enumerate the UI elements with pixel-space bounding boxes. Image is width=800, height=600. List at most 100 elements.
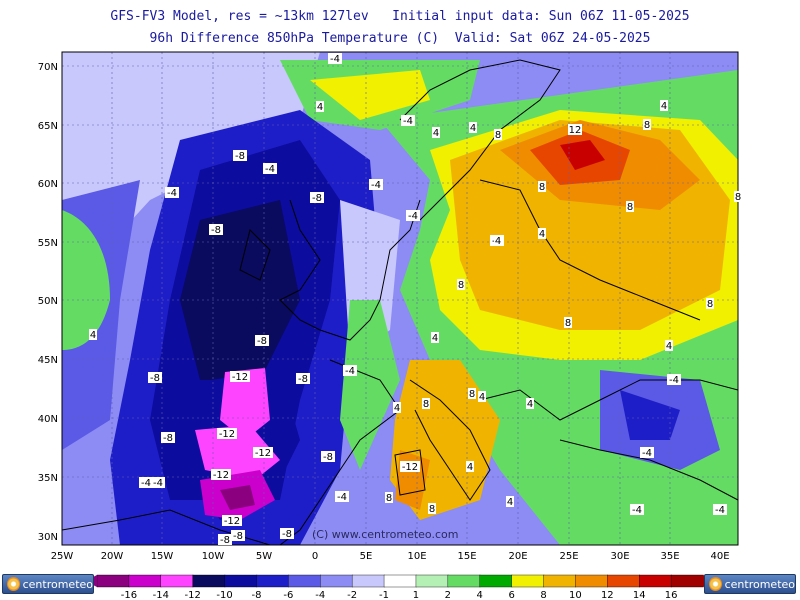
svg-text:4: 4 (394, 403, 400, 414)
contour-label: -4 (263, 163, 277, 175)
lon-label: 15E (457, 551, 476, 562)
contour-label: -4 (139, 477, 153, 489)
contour-label: 8 (468, 388, 476, 400)
contour-label: -4 (667, 374, 681, 386)
contour-label: -4 (401, 115, 415, 127)
contour-label: 4 (526, 398, 534, 410)
svg-text:4: 4 (479, 392, 485, 403)
svg-text:-4: -4 (632, 505, 642, 516)
svg-text:8: 8 (565, 318, 571, 329)
colorbar-label: -1 (379, 590, 389, 600)
colorbar-swatch (479, 574, 513, 588)
svg-text:-8: -8 (323, 452, 333, 463)
lon-label: 20W (101, 551, 124, 562)
contour-label: -8 (233, 150, 247, 162)
svg-text:8: 8 (627, 202, 633, 213)
colorbar-label: -6 (283, 590, 293, 600)
colorbar-swatch (128, 574, 162, 588)
contour-label: -8 (161, 432, 175, 444)
map-frame (61, 51, 739, 546)
lon-label: 30E (610, 551, 629, 562)
contour-label: -8 (310, 192, 324, 204)
colorbar-swatch (543, 574, 577, 588)
contour-label: -8 (321, 451, 335, 463)
contour-label: -8 (296, 373, 310, 385)
contour-label: 8 (706, 298, 714, 310)
lon-label: 0 (312, 551, 318, 562)
colorbar-label: 8 (540, 590, 546, 600)
lon-label: 10E (407, 551, 426, 562)
lon-label: 15W (151, 551, 174, 562)
lon-label: 10W (202, 551, 225, 562)
lon-label: 25W (51, 551, 74, 562)
contour-label: 8 (626, 201, 634, 213)
colorbar-label: -4 (315, 590, 325, 600)
colorbar-label: 1 (413, 590, 419, 600)
contour-label: -8 (231, 530, 245, 542)
contour-label: 4 (432, 127, 440, 139)
colorbar-label: 14 (633, 590, 646, 600)
svg-text:8: 8 (495, 130, 501, 141)
contour-label: -12 (253, 447, 273, 459)
colorbar-label: 6 (508, 590, 514, 600)
contour-label: 4 (494, 235, 502, 247)
svg-text:4: 4 (90, 330, 96, 341)
colorbar-swatch (224, 574, 258, 588)
svg-text:-8: -8 (220, 535, 230, 546)
svg-text:-8: -8 (163, 433, 173, 444)
centrometeo-logo-right[interactable]: centrometeo (704, 574, 796, 594)
svg-text:-4: -4 (167, 188, 177, 199)
colorbar-swatch (639, 574, 672, 588)
svg-text:4: 4 (507, 497, 513, 508)
colorbar-swatch (575, 574, 609, 588)
contour-label: -8 (209, 224, 223, 236)
svg-text:4: 4 (661, 101, 667, 112)
svg-text:8: 8 (469, 389, 475, 400)
colorbar-swatch (383, 574, 417, 588)
contour-label: 12 (568, 124, 582, 136)
svg-text:12: 12 (569, 125, 582, 136)
contour-label: -12 (217, 428, 237, 440)
contour-label: -4 (165, 187, 179, 199)
contour-label: -12 (222, 515, 242, 527)
contour-label: 8 (643, 119, 651, 131)
colorbar-swatch (96, 574, 130, 588)
colorbar-label: -10 (216, 590, 232, 600)
logo-text: centrometeo (724, 577, 795, 591)
svg-text:8: 8 (423, 399, 429, 410)
svg-text:-8: -8 (312, 193, 322, 204)
svg-text:-4: -4 (408, 211, 418, 222)
svg-text:-4: -4 (669, 375, 679, 386)
colorbar-label: 4 (477, 590, 483, 600)
contour-label: 4 (538, 228, 546, 240)
contour-label: 4 (431, 332, 439, 344)
contour-label: 4 (478, 391, 486, 403)
contour-label: -4 (630, 504, 644, 516)
contour-label: -12 (230, 371, 250, 383)
contour-label: 8 (422, 398, 430, 410)
contour-label: -4 (335, 491, 349, 503)
contour-label: -8 (280, 528, 294, 540)
contour-label: -8 (255, 335, 269, 347)
svg-text:8: 8 (707, 299, 713, 310)
centrometeo-logo-left[interactable]: centrometeo (2, 574, 94, 594)
contour-label: -8 (218, 534, 232, 546)
svg-text:-12: -12 (232, 372, 248, 383)
lat-label: 45N (38, 355, 58, 366)
svg-text:8: 8 (539, 182, 545, 193)
svg-text:4: 4 (527, 399, 533, 410)
contour-label: -8 (148, 372, 162, 384)
colorbar-label: 12 (601, 590, 614, 600)
contour-label: 8 (734, 191, 742, 203)
contour-label: 4 (466, 461, 474, 473)
contour-label: 4 (89, 329, 97, 341)
svg-text:-12: -12 (213, 470, 229, 481)
svg-text:-4: -4 (337, 492, 347, 503)
svg-text:4: 4 (666, 341, 672, 352)
svg-text:-8: -8 (282, 529, 292, 540)
contour-label: 4 (660, 100, 668, 112)
svg-text:-4: -4 (330, 54, 340, 65)
contour-label: -4 (328, 53, 342, 65)
contour-label: 4 (506, 496, 514, 508)
svg-text:4: 4 (470, 123, 476, 134)
